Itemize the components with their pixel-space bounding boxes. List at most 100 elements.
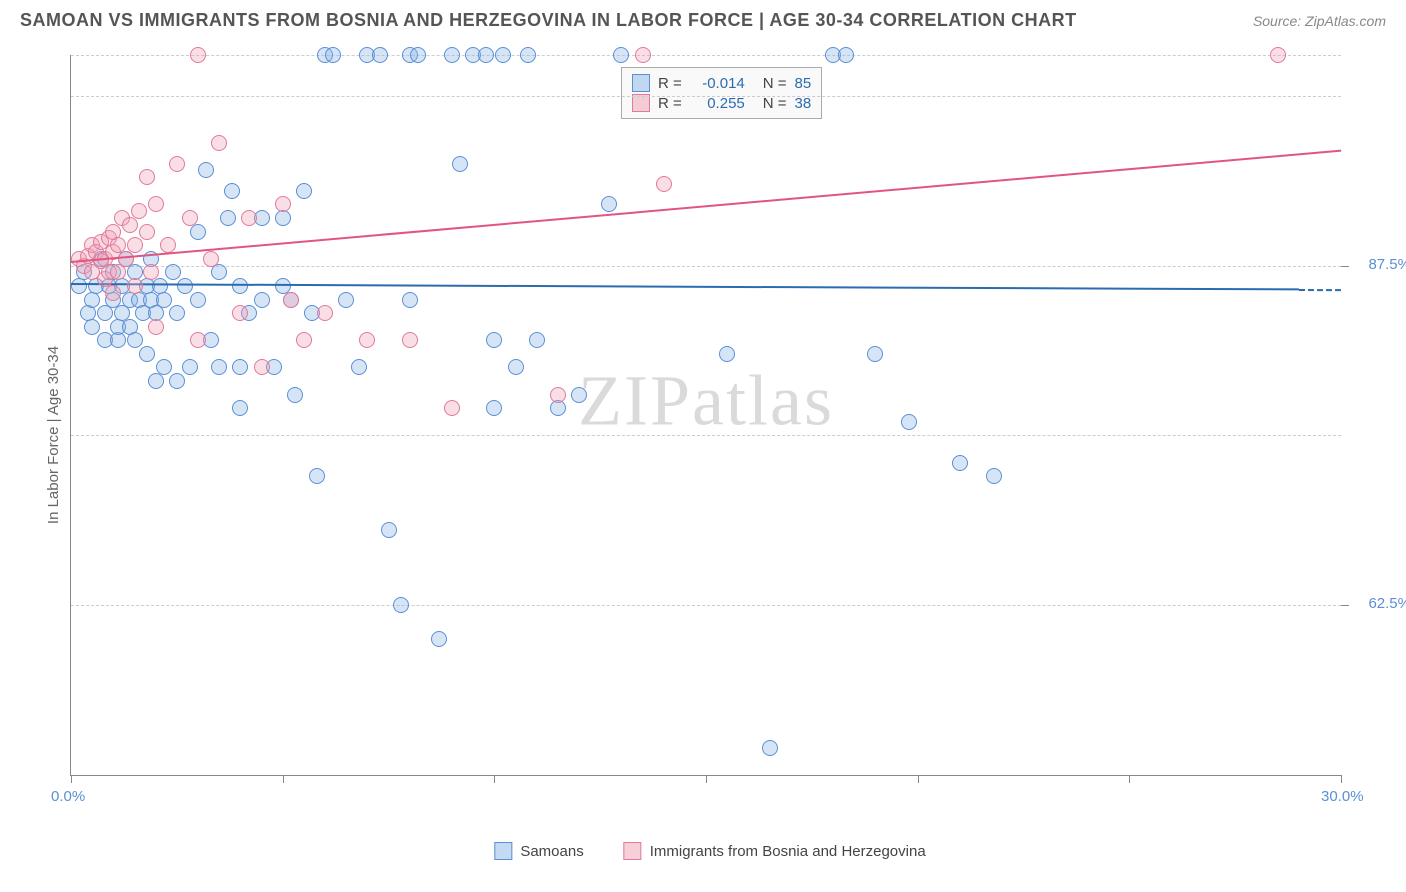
legend-swatch xyxy=(494,842,512,860)
stat-r-value: 0.255 xyxy=(690,95,745,112)
y-axis-label: In Labor Force | Age 30-34 xyxy=(45,346,62,524)
y-tick xyxy=(1341,605,1349,606)
data-point xyxy=(84,292,100,308)
data-point xyxy=(211,135,227,151)
x-tick xyxy=(494,775,495,783)
data-point xyxy=(97,305,113,321)
legend-label: Immigrants from Bosnia and Herzegovina xyxy=(650,843,926,860)
data-point xyxy=(71,278,87,294)
data-point xyxy=(444,400,460,416)
data-point xyxy=(478,47,494,63)
y-tick-label: 87.5% xyxy=(1368,256,1406,273)
stat-r-label: R = xyxy=(658,75,682,92)
data-point xyxy=(444,47,460,63)
chart-title: SAMOAN VS IMMIGRANTS FROM BOSNIA AND HER… xyxy=(20,10,1077,31)
data-point xyxy=(254,359,270,375)
data-point xyxy=(452,156,468,172)
data-point xyxy=(203,251,219,267)
data-point xyxy=(719,346,735,362)
data-point xyxy=(550,387,566,403)
grid-line xyxy=(71,96,1341,97)
data-point xyxy=(402,332,418,348)
data-point xyxy=(148,196,164,212)
x-tick-label: 30.0% xyxy=(1321,788,1364,805)
stats-legend: R =-0.014N =85R =0.255N =38 xyxy=(621,67,822,119)
data-point xyxy=(148,373,164,389)
data-point xyxy=(520,47,536,63)
data-point xyxy=(139,224,155,240)
plot-area: ZIPatlas R =-0.014N =85R =0.255N =38 62.… xyxy=(70,55,1341,776)
data-point xyxy=(232,278,248,294)
data-point xyxy=(122,217,138,233)
data-point xyxy=(410,47,426,63)
x-tick xyxy=(1129,775,1130,783)
watermark: ZIPatlas xyxy=(578,359,834,442)
data-point xyxy=(169,305,185,321)
trend-line xyxy=(71,283,1299,290)
data-point xyxy=(1270,47,1286,63)
data-point xyxy=(156,292,172,308)
data-point xyxy=(143,264,159,280)
data-point xyxy=(381,522,397,538)
chart-container: In Labor Force | Age 30-34 ZIPatlas R =-… xyxy=(50,45,1370,825)
grid-line xyxy=(71,605,1341,606)
data-point xyxy=(431,631,447,647)
data-point xyxy=(635,47,651,63)
data-point xyxy=(139,169,155,185)
stat-r-value: -0.014 xyxy=(690,75,745,92)
data-point xyxy=(169,373,185,389)
data-point xyxy=(148,319,164,335)
data-point xyxy=(139,346,155,362)
x-tick xyxy=(283,775,284,783)
data-point xyxy=(571,387,587,403)
data-point xyxy=(402,292,418,308)
grid-line xyxy=(71,55,1341,56)
x-tick-label: 0.0% xyxy=(51,788,85,805)
x-tick xyxy=(706,775,707,783)
data-point xyxy=(613,47,629,63)
data-point xyxy=(84,319,100,335)
x-tick xyxy=(918,775,919,783)
legend-swatch xyxy=(624,842,642,860)
data-point xyxy=(211,264,227,280)
data-point xyxy=(160,237,176,253)
data-point xyxy=(190,292,206,308)
data-point xyxy=(283,292,299,308)
data-point xyxy=(110,264,126,280)
data-point xyxy=(254,292,270,308)
data-point xyxy=(232,400,248,416)
legend-swatch xyxy=(632,74,650,92)
stat-n-value: 85 xyxy=(795,75,812,92)
data-point xyxy=(952,455,968,471)
data-point xyxy=(131,203,147,219)
data-point xyxy=(127,332,143,348)
x-tick xyxy=(71,775,72,783)
data-point xyxy=(351,359,367,375)
trend-line-dashed xyxy=(1299,289,1341,291)
data-point xyxy=(182,359,198,375)
data-point xyxy=(486,332,502,348)
data-point xyxy=(359,332,375,348)
data-point xyxy=(838,47,854,63)
series-legend: Samoans Immigrants from Bosnia and Herzeg… xyxy=(494,842,925,860)
data-point xyxy=(190,332,206,348)
data-point xyxy=(127,237,143,253)
data-point xyxy=(232,305,248,321)
data-point xyxy=(529,332,545,348)
data-point xyxy=(287,387,303,403)
data-point xyxy=(182,210,198,226)
data-point xyxy=(393,597,409,613)
data-point xyxy=(508,359,524,375)
data-point xyxy=(338,292,354,308)
data-point xyxy=(309,468,325,484)
data-point xyxy=(656,176,672,192)
legend-label: Samoans xyxy=(520,843,583,860)
stats-row: R = -0.014 N = 85 xyxy=(632,74,811,92)
data-point xyxy=(169,156,185,172)
stat-n-label: N = xyxy=(763,75,787,92)
data-point xyxy=(177,278,193,294)
data-point xyxy=(241,210,257,226)
data-point xyxy=(105,285,121,301)
data-point xyxy=(156,359,172,375)
data-point xyxy=(224,183,240,199)
